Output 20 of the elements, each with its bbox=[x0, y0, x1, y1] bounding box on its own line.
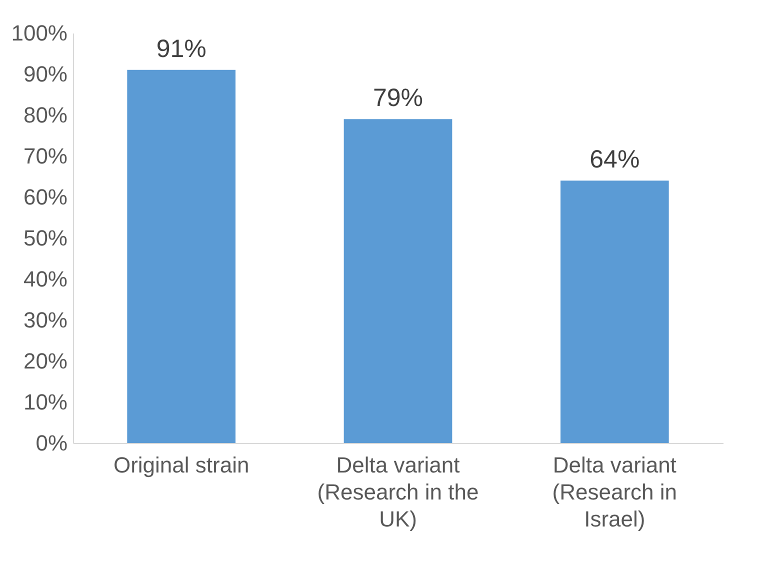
x-tick-label: Delta variant (Research in Israel) bbox=[552, 452, 678, 532]
y-tick-label: 30% bbox=[23, 308, 68, 332]
data-label: 91% bbox=[156, 34, 206, 63]
x-tick-label: Delta variant (Research in the UK) bbox=[317, 452, 479, 532]
y-tick-label: 20% bbox=[23, 348, 68, 374]
y-tick-label: 60% bbox=[23, 184, 68, 210]
y-tick-label: 0% bbox=[36, 430, 68, 456]
bar bbox=[560, 180, 669, 443]
y-tick-label: 40% bbox=[23, 266, 68, 292]
y-tick-label: 10% bbox=[23, 390, 68, 414]
y-tick-label: 50% bbox=[23, 226, 68, 250]
y-tick-label: 80% bbox=[23, 102, 68, 128]
y-tick-label: 100% bbox=[11, 20, 68, 46]
y-tick-label: 70% bbox=[23, 144, 68, 168]
bar bbox=[127, 70, 236, 443]
bar bbox=[344, 119, 452, 443]
x-tick-label: Original strain bbox=[113, 452, 250, 478]
data-label: 64% bbox=[590, 146, 640, 174]
y-tick-label: 90% bbox=[23, 62, 68, 86]
data-label: 79% bbox=[372, 84, 424, 112]
